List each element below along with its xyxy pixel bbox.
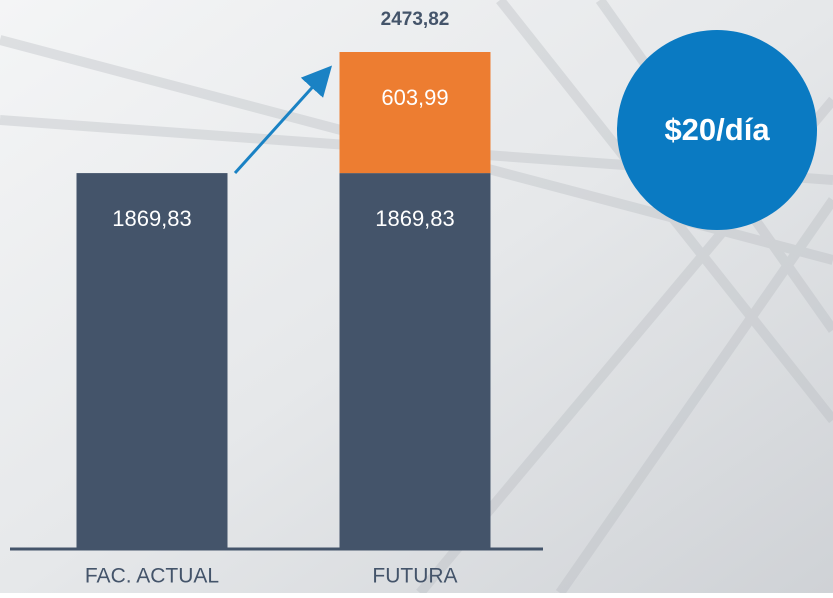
total-label: 2473,82 xyxy=(381,9,450,30)
bar-segment xyxy=(340,52,491,173)
value-label: 1869,83 xyxy=(375,206,455,231)
value-label: 1869,83 xyxy=(112,206,192,231)
page: {"chart_data": {"type": "stacked-bar", "… xyxy=(0,0,833,593)
annotation-text: $20/día xyxy=(664,112,770,147)
x-tick-label: FUTURA xyxy=(372,565,457,588)
value-label: 603,99 xyxy=(381,85,448,110)
x-tick-label: FAC. ACTUAL xyxy=(85,565,219,588)
chart: FAC. ACTUAL 1869,83 FUTURA 1869,83 603,99 247… xyxy=(0,0,833,593)
